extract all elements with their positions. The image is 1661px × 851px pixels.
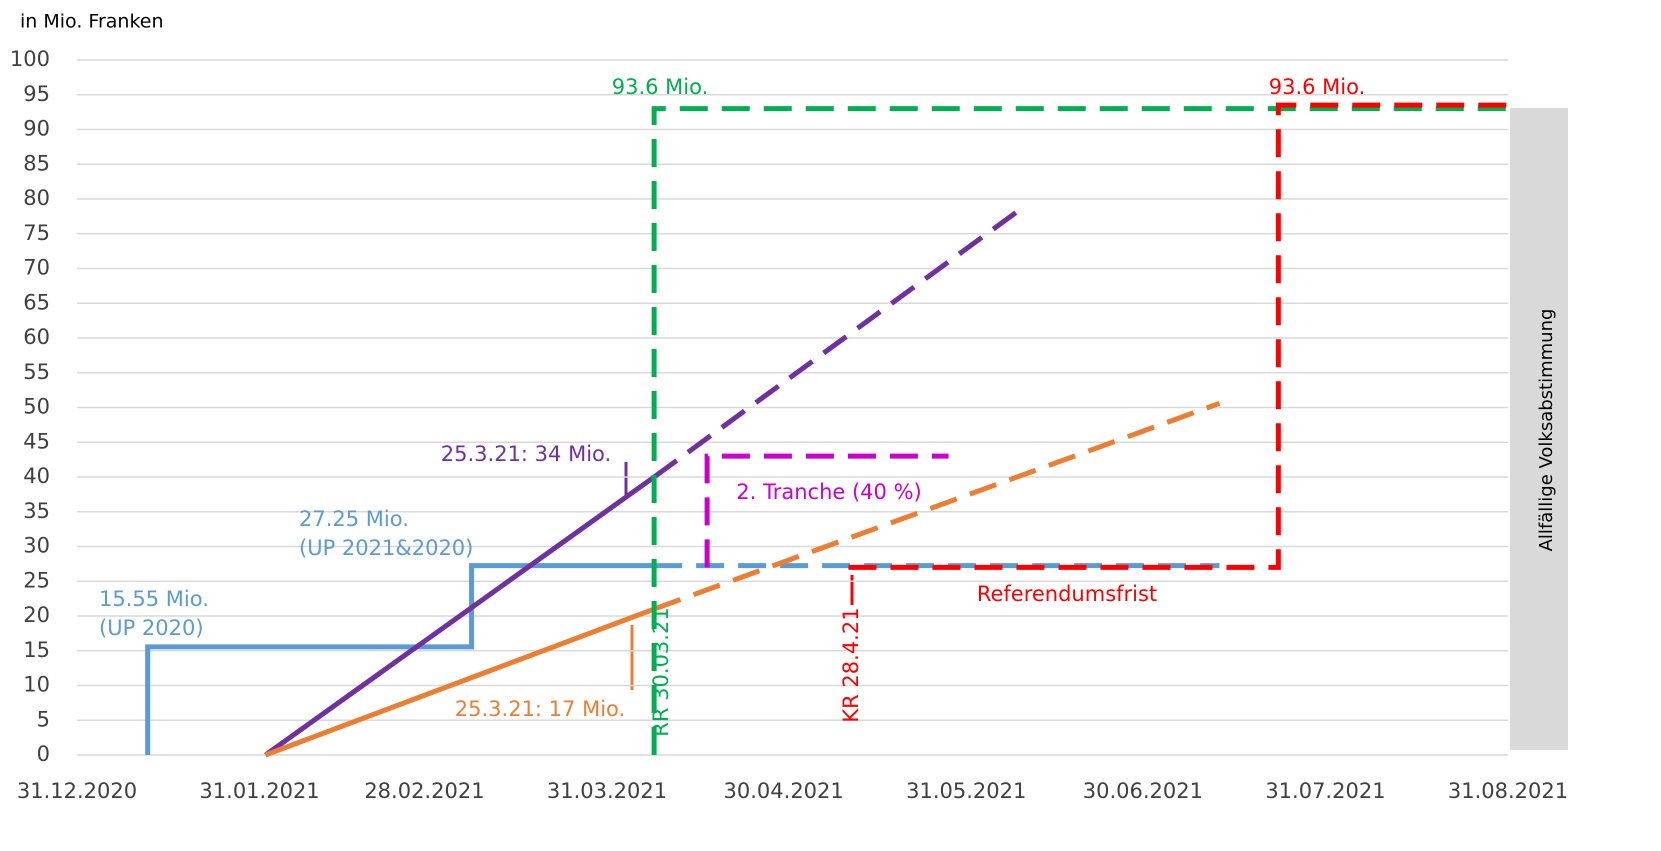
x-tick-label: 31.12.2020: [17, 779, 137, 803]
annotation: 93.6 Mio.: [1269, 75, 1366, 99]
axis-title: in Mio. Franken: [20, 11, 164, 33]
y-tick-label: 95: [23, 82, 50, 106]
annotation: 2. Tranche (40 %): [736, 480, 921, 504]
annotation: 93.6 Mio.: [612, 75, 709, 99]
y-tick-label: 90: [23, 117, 50, 141]
series-line: [652, 208, 1021, 480]
series-line: [651, 106, 1508, 755]
x-tick-label: 31.05.2021: [906, 779, 1026, 803]
y-tick-label: 10: [23, 673, 50, 697]
y-tick-label: 80: [23, 186, 50, 210]
y-tick-label: 65: [23, 290, 50, 314]
y-tick-label: 45: [23, 429, 50, 453]
x-tick-label: 28.02.2021: [364, 779, 484, 803]
x-tick-label: 30.06.2021: [1083, 779, 1203, 803]
y-tick-label: 0: [37, 742, 50, 766]
x-tick-label: 31.08.2021: [1448, 779, 1568, 803]
annotation: RR 30.03.21: [649, 607, 673, 736]
y-tick-label: 20: [23, 603, 50, 627]
annotation: 25.3.21: 17 Mio.: [455, 697, 625, 721]
y-tick-label: 5: [37, 707, 50, 731]
y-tick-label: 85: [23, 151, 50, 175]
annotation: 25.3.21: 34 Mio.: [441, 442, 611, 466]
y-tick-label: 35: [23, 499, 50, 523]
x-tick-label: 31.03.2021: [547, 779, 667, 803]
series-line: [653, 400, 1221, 612]
y-tick-label: 55: [23, 360, 50, 384]
annotation: (UP 2021&2020): [299, 536, 473, 560]
x-tick-label: 31.07.2021: [1265, 779, 1385, 803]
vote-band: [1510, 108, 1568, 750]
x-tick-label: 31.01.2021: [199, 779, 319, 803]
y-tick-label: 75: [23, 221, 50, 245]
y-tick-label: 25: [23, 568, 50, 592]
y-tick-label: 70: [23, 256, 50, 280]
y-tick-label: 50: [23, 395, 50, 419]
annotation: 27.25 Mio.: [299, 507, 409, 531]
series-line: [263, 474, 656, 758]
annotation: 15.55 Mio.: [99, 587, 209, 611]
annotation: Referendumsfrist: [977, 582, 1157, 606]
x-tick-label: 30.04.2021: [724, 779, 844, 803]
series-line: [264, 606, 655, 758]
y-tick-label: 15: [23, 638, 50, 662]
y-tick-label: 40: [23, 464, 50, 488]
annotation: (UP 2020): [99, 616, 204, 640]
y-tick-label: 60: [23, 325, 50, 349]
y-tick-label: 30: [23, 534, 50, 558]
annotation: KR 28.4.21: [839, 607, 863, 722]
series-line: [704, 453, 949, 568]
annotation: Allfällige Volksabstimmung: [1536, 309, 1557, 552]
y-tick-label: 100: [10, 47, 50, 71]
series-line: [848, 102, 1508, 570]
